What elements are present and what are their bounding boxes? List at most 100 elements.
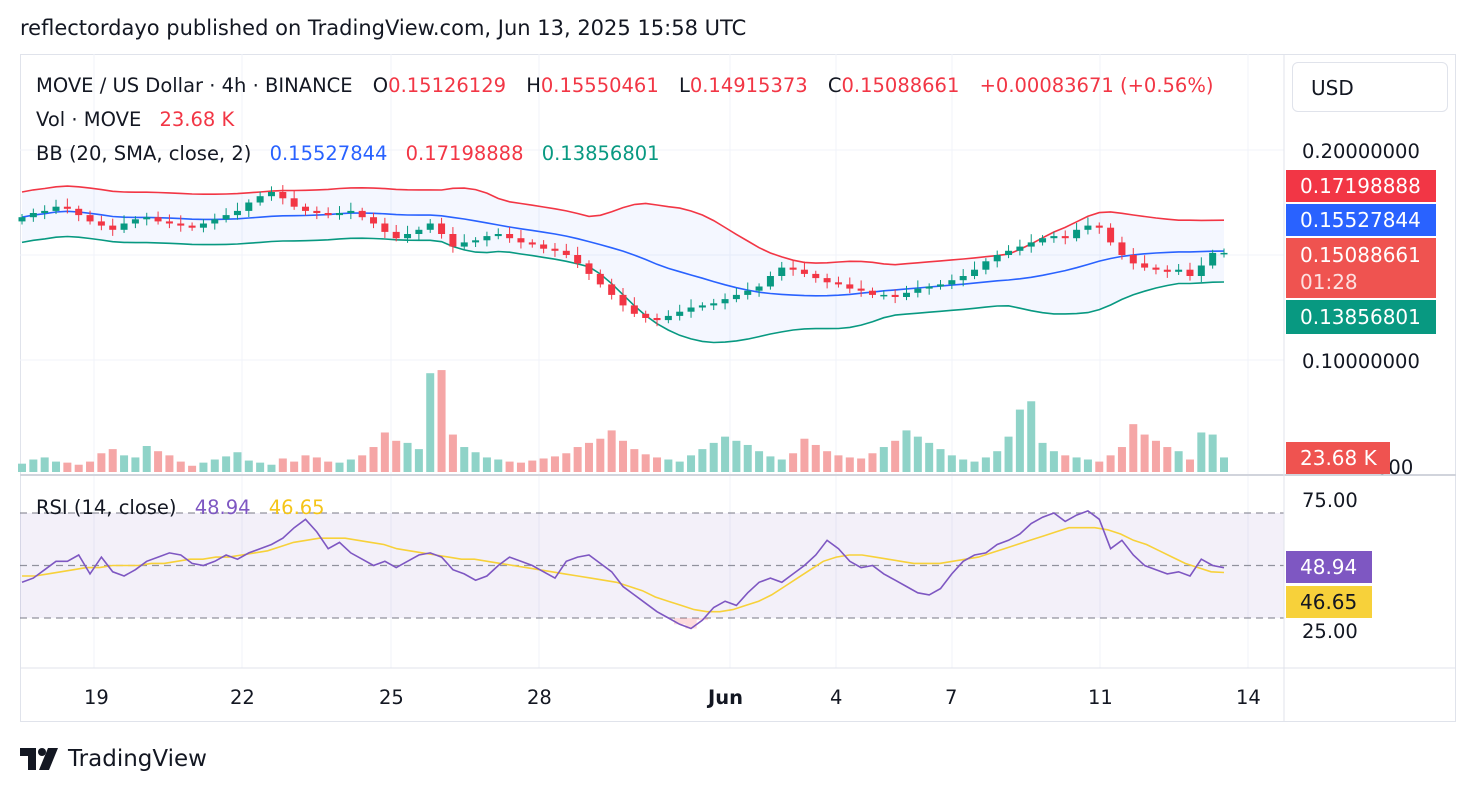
candle-23 bbox=[279, 185, 287, 205]
time-tick-jun: Jun bbox=[708, 686, 744, 709]
volume-legend[interactable]: Vol · MOVE 23.68 K bbox=[36, 108, 234, 131]
volume-bar-75 bbox=[868, 453, 877, 472]
candle-body-56 bbox=[653, 318, 661, 321]
volume-bar-85 bbox=[981, 457, 990, 472]
candle-body-29 bbox=[347, 210, 355, 213]
candle-68 bbox=[789, 260, 797, 276]
candle-body-26 bbox=[313, 210, 321, 213]
candle-56 bbox=[653, 313, 661, 327]
volume-bar-0 bbox=[18, 463, 26, 472]
volume-bar-2 bbox=[40, 457, 49, 472]
candle-body-21 bbox=[256, 196, 264, 203]
candle-body-8 bbox=[109, 225, 117, 230]
candle-body-0 bbox=[18, 217, 26, 222]
candle-11 bbox=[143, 212, 151, 226]
candle-body-36 bbox=[426, 223, 434, 230]
volume-bar-1 bbox=[29, 459, 38, 472]
candle-body-88 bbox=[1016, 246, 1024, 251]
candle-62 bbox=[721, 293, 729, 310]
candle-body-16 bbox=[199, 223, 207, 228]
candle-body-105 bbox=[1209, 252, 1217, 266]
time-tick-7: 7 bbox=[945, 686, 958, 709]
candle-60 bbox=[698, 302, 706, 311]
candle-10 bbox=[131, 216, 139, 229]
volume-bar-91 bbox=[1049, 451, 1058, 472]
open-label: O bbox=[372, 74, 389, 97]
candle-73 bbox=[846, 277, 854, 294]
rsi-legend[interactable]: RSI (14, close) 48.94 46.65 bbox=[36, 496, 325, 519]
volume-bar-72 bbox=[834, 455, 843, 472]
volume-bar-51 bbox=[596, 438, 605, 472]
volume-bar-103 bbox=[1185, 459, 1194, 472]
candle-72 bbox=[834, 276, 842, 288]
volume-bar-18 bbox=[222, 456, 231, 472]
volume-bar-23 bbox=[278, 458, 287, 472]
time-tick-14: 14 bbox=[1236, 686, 1261, 709]
symbol-title[interactable]: MOVE / US Dollar · 4h · BINANCE bbox=[36, 74, 353, 97]
bollinger-bands bbox=[21, 185, 1225, 344]
candle-body-48 bbox=[562, 250, 570, 255]
volume-bar-42 bbox=[494, 459, 503, 472]
volume-bar-80 bbox=[925, 442, 934, 472]
candle-5 bbox=[75, 205, 83, 222]
candle-94 bbox=[1084, 217, 1092, 235]
volume-bar-70 bbox=[811, 444, 820, 472]
candle-96 bbox=[1107, 223, 1115, 246]
volume-bar-40 bbox=[471, 452, 480, 472]
candle-42 bbox=[494, 228, 502, 240]
candle-body-53 bbox=[619, 294, 627, 306]
candle-body-75 bbox=[868, 290, 876, 295]
candle-95 bbox=[1095, 222, 1103, 234]
candle-59 bbox=[687, 299, 695, 318]
candle-80 bbox=[925, 283, 933, 295]
candle-body-18 bbox=[222, 215, 230, 220]
candle-body-66 bbox=[766, 276, 774, 287]
volume-bar-68 bbox=[789, 453, 798, 472]
volume-bar-97 bbox=[1117, 447, 1126, 472]
candle-body-14 bbox=[177, 223, 185, 226]
volume-bar-100 bbox=[1151, 440, 1160, 472]
volume-bar-55 bbox=[641, 454, 650, 472]
volume-bar-65 bbox=[755, 451, 764, 472]
bb-upper-line bbox=[21, 185, 1225, 266]
candle-67 bbox=[778, 261, 786, 281]
candle-body-54 bbox=[630, 305, 638, 314]
candle-29 bbox=[347, 202, 355, 220]
candle-body-97 bbox=[1118, 242, 1126, 255]
volume-bar-46 bbox=[539, 458, 548, 472]
volume-bar-60 bbox=[698, 449, 707, 472]
candle-body-35 bbox=[415, 229, 423, 234]
volume-bar-14 bbox=[176, 461, 185, 472]
volume-bar-93 bbox=[1072, 457, 1081, 472]
currency-button[interactable]: USD bbox=[1292, 62, 1448, 112]
candle-14 bbox=[177, 215, 185, 232]
candle-body-89 bbox=[1027, 242, 1035, 247]
volume-bar-9 bbox=[120, 455, 129, 472]
volume-value: 23.68 K bbox=[159, 108, 235, 131]
high-label: H bbox=[526, 74, 541, 97]
candle-body-64 bbox=[744, 290, 752, 295]
candle-body-67 bbox=[778, 267, 786, 276]
tradingview-logo[interactable]: TradingView bbox=[20, 744, 207, 774]
volume-bar-11 bbox=[142, 446, 151, 472]
candle-body-81 bbox=[937, 284, 945, 287]
candle-20 bbox=[245, 199, 253, 217]
volume-bar-25 bbox=[301, 455, 310, 472]
candle-84 bbox=[971, 261, 979, 280]
candle-12 bbox=[154, 211, 162, 225]
candle-36 bbox=[426, 219, 434, 233]
volume-bar-56 bbox=[653, 457, 662, 472]
candle-body-94 bbox=[1084, 225, 1092, 230]
candle-body-69 bbox=[800, 269, 808, 274]
volume-bar-48 bbox=[562, 453, 571, 472]
candle-body-65 bbox=[755, 286, 763, 291]
bb-legend[interactable]: BB (20, SMA, close, 2) 0.15527844 0.1719… bbox=[36, 142, 660, 165]
candle-58 bbox=[676, 304, 684, 321]
candle-body-60 bbox=[698, 305, 706, 308]
candle-body-83 bbox=[959, 276, 967, 281]
candle-body-102 bbox=[1175, 269, 1183, 272]
candle-87 bbox=[1005, 245, 1013, 259]
candle-body-106 bbox=[1220, 252, 1228, 255]
volume-bars bbox=[18, 370, 1228, 472]
